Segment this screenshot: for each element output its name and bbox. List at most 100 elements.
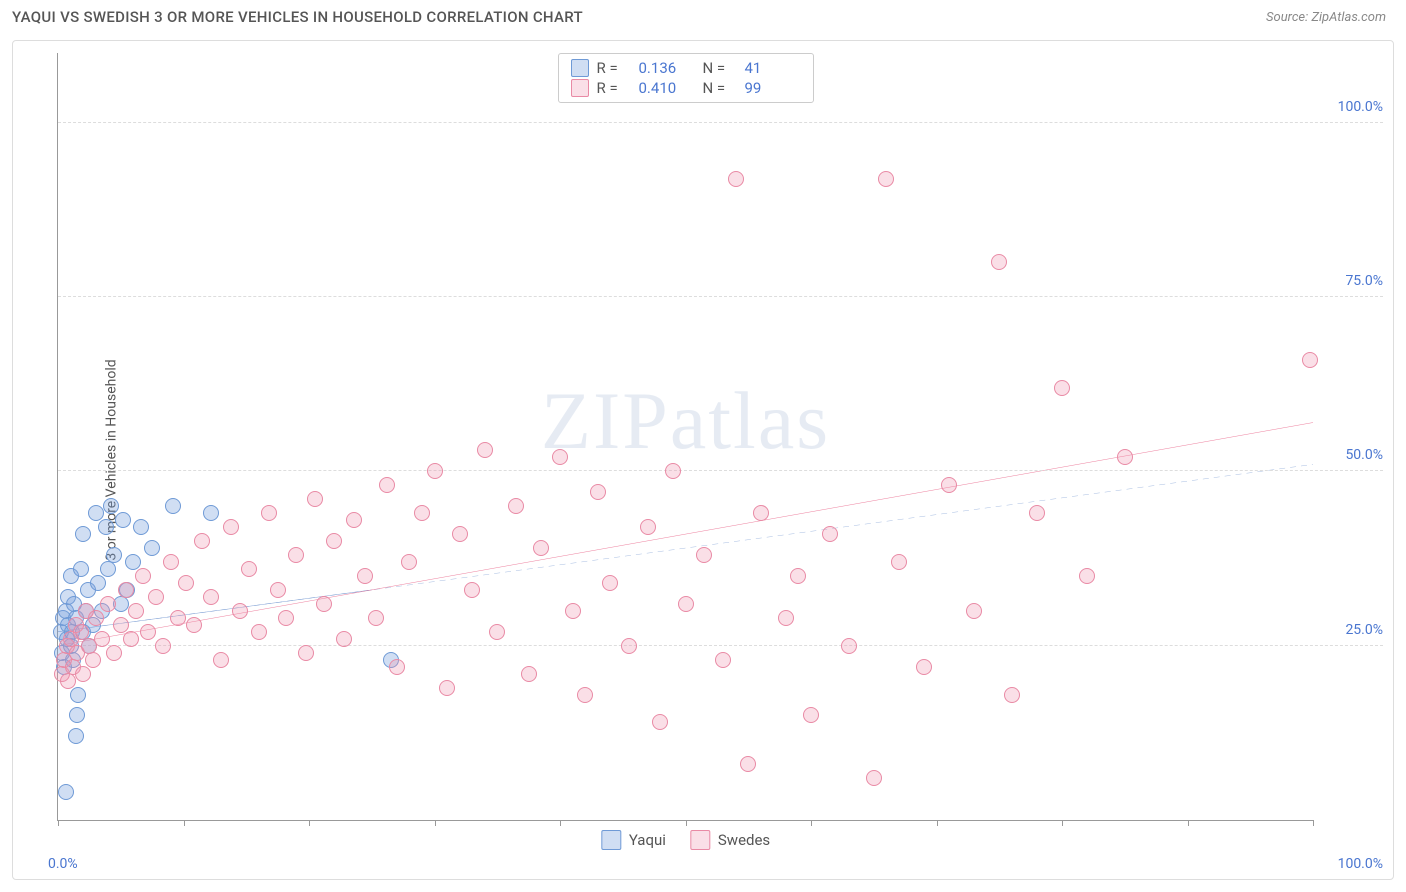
scatter-point [203,589,219,605]
scatter-point [68,728,84,744]
scatter-point [128,603,144,619]
scatter-point [100,596,116,612]
scatter-point [822,526,838,542]
scatter-point [790,568,806,584]
x-tick [560,820,561,826]
scatter-point [1079,568,1095,584]
scatter-point [878,171,894,187]
scatter-point [69,707,85,723]
stats-row: R =0.136N =41 [571,58,801,78]
scatter-point [165,498,181,514]
watermark-part2: atlas [670,375,830,466]
scatter-point [60,673,76,689]
x-tick [1188,820,1189,826]
scatter-point [533,540,549,556]
scatter-point [140,624,156,640]
scatter-point [326,533,342,549]
x-tick [1062,820,1063,826]
plot-area: ZIPatlas 25.0%50.0%75.0%100.0%0.0%100.0%… [57,53,1313,821]
scatter-point [288,547,304,563]
scatter-point [125,554,141,570]
scatter-point [106,645,122,661]
scatter-point [75,526,91,542]
stats-n-label: N = [703,59,737,77]
scatter-point [118,582,134,598]
scatter-point [696,547,712,563]
stats-r-label: R = [597,79,631,97]
scatter-point [941,477,957,493]
scatter-point [88,505,104,521]
legend-item: Yaqui [601,830,666,850]
scatter-point [652,714,668,730]
scatter-point [1004,687,1020,703]
legend-swatch [601,830,621,850]
scatter-point [991,254,1007,270]
scatter-point [88,610,104,626]
scatter-point [841,638,857,654]
y-tick-label: 50.0% [1345,447,1383,463]
scatter-point [73,561,89,577]
scatter-point [508,498,524,514]
scatter-point [85,652,101,668]
y-tick-label: 75.0% [1345,273,1383,289]
scatter-point [336,631,352,647]
scatter-point [148,589,164,605]
scatter-point [223,519,239,535]
scatter-point [916,659,932,675]
stats-swatch [571,79,589,97]
gridline [58,470,1383,471]
scatter-point [389,659,405,675]
scatter-point [778,610,794,626]
scatter-point [489,624,505,640]
scatter-point [427,463,443,479]
scatter-point [213,652,229,668]
scatter-point [194,533,210,549]
scatter-point [590,484,606,500]
scatter-point [241,561,257,577]
scatter-point [135,568,151,584]
scatter-point [232,603,248,619]
gridline [58,296,1383,297]
scatter-point [439,680,455,696]
scatter-point [346,512,362,528]
scatter-point [665,463,681,479]
x-tick [937,820,938,826]
scatter-point [577,687,593,703]
scatter-point [678,596,694,612]
scatter-point [316,596,332,612]
stats-r-value: 0.136 [639,59,695,77]
scatter-point [602,575,618,591]
trend-lines-svg [58,53,1313,820]
scatter-point [90,575,106,591]
legend-item: Swedes [690,830,770,850]
scatter-point [115,512,131,528]
stats-box: R =0.136N =41R =0.410N =99 [558,53,814,103]
stats-swatch [571,59,589,77]
scatter-point [357,568,373,584]
scatter-point [715,652,731,668]
scatter-point [891,554,907,570]
source-attribution: Source: ZipAtlas.com [1266,10,1386,25]
scatter-point [163,554,179,570]
scatter-point [866,770,882,786]
scatter-point [552,449,568,465]
x-tick [58,820,59,826]
y-tick-label: 100.0% [1338,99,1383,115]
scatter-point [565,603,581,619]
scatter-point [966,603,982,619]
scatter-point [203,505,219,521]
scatter-point [740,756,756,772]
scatter-point [1117,449,1133,465]
scatter-point [1054,380,1070,396]
scatter-point [94,631,110,647]
scatter-point [70,687,86,703]
stats-n-value: 99 [745,79,801,97]
x-end-label: 100.0% [1338,856,1383,872]
source-prefix: Source: [1266,10,1311,25]
scatter-point [640,519,656,535]
scatter-point [251,624,267,640]
scatter-point [1302,352,1318,368]
scatter-point [521,666,537,682]
legend-label: Yaqui [629,831,666,849]
watermark: ZIPatlas [541,374,830,468]
